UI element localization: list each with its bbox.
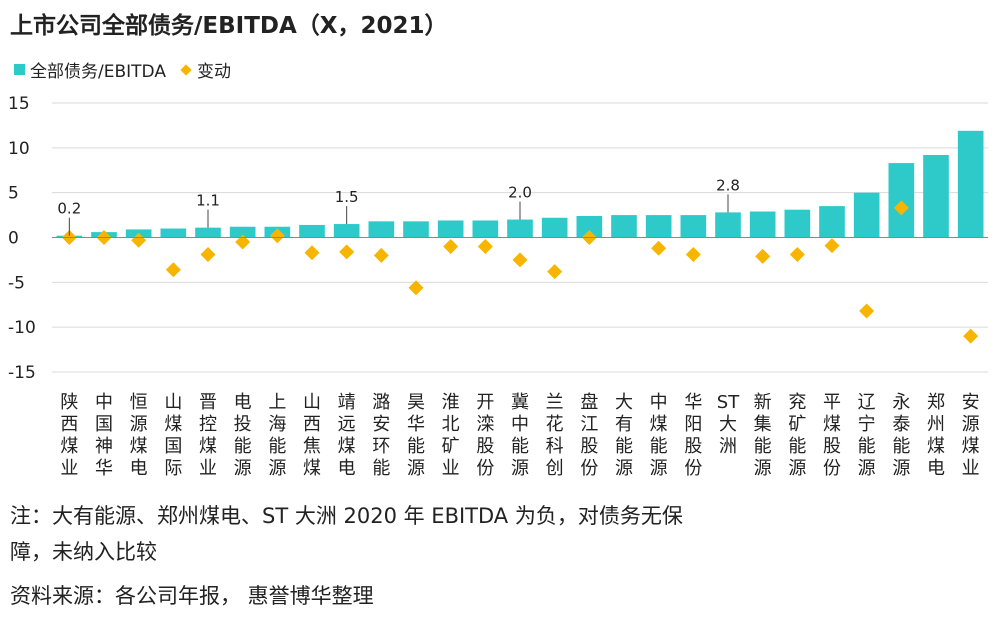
bar	[749, 211, 776, 238]
x-category-label: 华阳股份	[684, 392, 702, 479]
change-marker	[443, 238, 459, 254]
x-category-label: 新集能源	[754, 392, 772, 479]
bar	[507, 219, 533, 238]
data-labels: 0.2 1.1 1.5 2.0 2.8	[57, 176, 740, 236]
bar	[229, 226, 256, 238]
x-category-label: 平煤股份	[823, 392, 841, 479]
data-label: 1.5	[335, 188, 359, 206]
x-category-label: 中国神华	[95, 392, 113, 479]
x-category-label: 中煤能源	[650, 392, 668, 479]
bar	[195, 227, 221, 238]
x-category-label: 兰花科创	[546, 392, 564, 479]
bar	[784, 209, 811, 238]
change-marker	[963, 328, 979, 344]
x-category-label: 淮北矿业	[442, 392, 460, 479]
change-marker	[755, 248, 771, 264]
x-category-label: 电投能源	[234, 392, 252, 479]
x-category-label: 上海能源	[268, 392, 286, 479]
x-category-label: 潞安环能	[372, 392, 390, 479]
change-marker	[789, 247, 805, 263]
change-marker	[200, 247, 216, 263]
bar-chart: 15 10 5 0 -5 -10 -15 0.2 1.1 1.5 2.0 2.8 陕西煤业中国神华恒…	[8, 94, 988, 479]
change-marker	[893, 200, 909, 216]
x-category-label: 开滦股份	[476, 392, 494, 479]
bar	[888, 163, 915, 238]
y-tick-label: 0	[8, 229, 19, 249]
x-category-label: 山煤国际	[164, 392, 182, 479]
bars	[56, 130, 984, 238]
change-marker	[304, 245, 320, 261]
bar	[299, 224, 325, 238]
bar	[437, 220, 464, 238]
x-category-label: 盘江股份	[580, 392, 598, 479]
bar	[645, 215, 672, 238]
footnote-line-2: 障，未纳入比较	[10, 540, 157, 564]
x-category-label: 昊华能源	[407, 392, 425, 479]
legend-label-debt: 全部债务/EBITDA	[30, 62, 166, 82]
change-marker	[651, 240, 667, 256]
change-marker	[477, 238, 493, 254]
data-label: 0.2	[57, 200, 81, 218]
bar	[680, 215, 707, 238]
x-category-label: 陕西煤业	[60, 392, 78, 479]
bar	[403, 221, 429, 238]
bar	[923, 155, 949, 238]
bar	[368, 221, 395, 238]
x-category-label: ST 大洲	[717, 392, 740, 457]
y-tick-label: -15	[8, 363, 36, 383]
data-label: 1.1	[196, 192, 220, 210]
bar	[715, 212, 741, 238]
bar	[160, 228, 187, 238]
bar	[957, 130, 984, 238]
y-tick-label: -10	[8, 318, 36, 338]
legend-label-change: 变动	[196, 62, 231, 82]
bar	[819, 206, 845, 238]
bar	[611, 215, 637, 238]
data-label: 2.8	[716, 176, 740, 194]
change-marker	[685, 247, 701, 263]
x-category-label: 大有能源	[615, 392, 633, 479]
change-marker	[235, 234, 251, 250]
bar	[472, 220, 499, 238]
bar	[853, 192, 880, 238]
change-marker	[373, 247, 389, 263]
x-axis: 陕西煤业中国神华恒源煤电山煤国际晋控煤业电投能源上海能源山西焦煤靖远煤电潞安环能…	[52, 237, 988, 479]
x-category-label: 靖远煤电	[338, 392, 356, 479]
x-category-label: 山西焦煤	[303, 392, 321, 479]
change-marker	[512, 252, 528, 268]
change-marker	[547, 264, 563, 280]
change-marker	[339, 244, 355, 260]
bar	[541, 217, 568, 238]
y-tick-label: 10	[8, 139, 30, 159]
x-category-label: 晋控煤业	[199, 392, 217, 479]
y-tick-label: 15	[8, 94, 30, 114]
chart-title: 上市公司全部债务/EBITDA（X，2021）	[10, 13, 448, 39]
footnote-line-1: 注：大有能源、郑州煤电、ST 大洲 2020 年 EBITDA 为负，对债务无保	[10, 504, 683, 528]
change-marker	[408, 280, 424, 296]
legend-bar-swatch	[14, 64, 25, 75]
change-marker	[824, 238, 840, 254]
legend-item-change: 变动	[180, 57, 231, 82]
y-tick-label: 5	[8, 184, 19, 204]
y-axis: 15 10 5 0 -5 -10 -15	[8, 94, 36, 383]
data-label: 2.0	[508, 184, 532, 202]
x-category-label: 安源煤业	[962, 392, 980, 479]
x-category-label: 恒源煤电	[130, 392, 148, 479]
legend: 全部债务/EBITDA 变动	[14, 57, 245, 82]
x-category-label: 兖矿能源	[788, 392, 806, 479]
x-category-label: 辽宁能源	[858, 392, 876, 479]
change-marker	[131, 232, 147, 248]
source-note: 资料来源：各公司年报， 惠誉博华整理	[10, 584, 374, 608]
bar	[333, 224, 360, 238]
change-marker	[165, 262, 181, 278]
y-tick-label: -5	[8, 273, 25, 293]
x-category-label: 郑州煤电	[927, 392, 945, 479]
x-category-label: 永泰能源	[892, 392, 910, 479]
bar	[576, 215, 603, 238]
x-category-label: 冀中能源	[511, 392, 529, 479]
legend-diamond-swatch	[180, 63, 192, 76]
change-marker	[269, 228, 285, 244]
legend-item-debt: 全部债务/EBITDA	[14, 57, 166, 82]
change-marker	[859, 303, 875, 319]
